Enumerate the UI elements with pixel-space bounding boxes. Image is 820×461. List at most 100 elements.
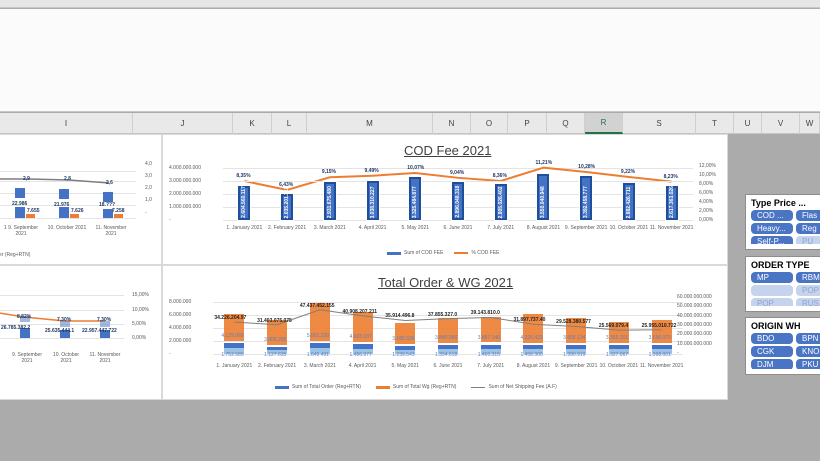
total-order-bar[interactable]	[224, 342, 245, 348]
category-label: 5. May 2021	[391, 363, 420, 369]
cod-fee-chart[interactable]: COD Fee 2021 4.000.000.000 3.000.000.000 2…	[162, 134, 728, 265]
cod-fee-bar[interactable]	[493, 182, 508, 221]
net-shipping-label: 47.437.452.155	[299, 302, 335, 309]
category-label: 7. July 2021	[477, 363, 505, 369]
worksheet-canvas[interactable]: 2,9 2,8 2,6 22.986 7.655 21.976 7.626 18…	[0, 134, 728, 400]
slicer-type-price[interactable]: Type Price ... COD ... Flas Heavy... Reg Sel…	[745, 194, 820, 250]
slicer-item[interactable]: Self-P...	[751, 236, 793, 244]
net-shipping-label: 40.908.207.211	[342, 308, 378, 315]
legend-swatch-total-wg	[375, 385, 390, 389]
slicer-item[interactable]: Heavy...	[751, 223, 793, 234]
cod-fee-bar[interactable]	[621, 181, 636, 221]
total-order-bar[interactable]	[309, 343, 330, 349]
column-header-s[interactable]: S	[623, 113, 696, 134]
cod-fee-bar[interactable]	[280, 192, 295, 222]
left-bottom-chart[interactable]: 8,82% 7,30% 7,30% 26.785.382.2 25.635.44…	[0, 265, 162, 400]
slicer-item[interactable]: PU	[796, 236, 820, 244]
total-order-bar[interactable]	[566, 344, 587, 350]
cod-fee-bar[interactable]	[536, 172, 551, 221]
category-label: 11. November 2021	[639, 363, 684, 369]
cod-fee-bar[interactable]	[579, 174, 594, 221]
right-axis-tick: 30.000.000.000	[677, 322, 712, 328]
left-axis-tick: 1.000.000.000	[169, 204, 201, 210]
column-header-t[interactable]: T	[696, 113, 734, 134]
total-order-bar[interactable]	[523, 344, 544, 349]
column-header-l[interactable]: L	[272, 113, 307, 134]
column-header-u[interactable]: U	[734, 113, 762, 134]
column-header-n[interactable]: N	[433, 113, 471, 134]
slicer-item[interactable]: RBM	[796, 272, 820, 283]
total-order-bar[interactable]	[651, 344, 672, 349]
total-order-wg-chart[interactable]: Total Order & WG 2021 8.000.000 6.000.000…	[162, 265, 728, 400]
legend-swatch-cod-fee	[387, 251, 401, 255]
cod-fee-bar[interactable]	[664, 184, 679, 221]
total-order-label: 1.127.635	[264, 352, 287, 358]
sheet-gray-area-bottom	[0, 400, 820, 461]
column-header-i[interactable]: I	[0, 113, 133, 134]
column-header-j[interactable]: J	[133, 113, 233, 134]
slicer-item[interactable]	[751, 285, 793, 296]
total-order-bar-bg	[309, 343, 330, 354]
cod-fee-bar[interactable]	[237, 185, 252, 221]
slicer-item[interactable]: COD ...	[751, 210, 793, 221]
total-order-bar[interactable]	[608, 345, 629, 350]
category-label: 9. September 2021	[564, 225, 608, 231]
total-order-label: 1.239.543	[392, 352, 415, 358]
column-header-m[interactable]: M	[307, 113, 433, 134]
slicer-item[interactable]: CGK	[751, 346, 793, 357]
column-header-v[interactable]: V	[762, 113, 800, 134]
ribbon-area	[0, 9, 820, 112]
total-order-label: 1.486.977	[349, 352, 372, 358]
column-header-q[interactable]: Q	[547, 113, 585, 134]
total-order-bar[interactable]	[480, 344, 501, 349]
left-top-chart[interactable]: 2,9 2,8 2,6 22.986 7.655 21.976 7.626 18…	[0, 134, 162, 265]
slicer-item[interactable]: MP	[751, 272, 793, 283]
pct-cod-label: 10,28%	[578, 164, 596, 171]
pct-cod-label: 8,36%	[492, 172, 507, 179]
column-header-k[interactable]: K	[233, 113, 272, 134]
column-header-r[interactable]: R	[585, 113, 623, 134]
cod-fee-bar[interactable]	[322, 180, 337, 221]
left-axis-tick: 4.000.000.000	[169, 165, 201, 171]
slicer-item[interactable]: DJM	[751, 359, 793, 369]
total-order-label: 1.752.585	[221, 352, 244, 358]
right-axis-tick: 0,00%	[699, 217, 714, 223]
pct-cod-label: 9,22%	[620, 168, 636, 175]
total-order-label: 1.398.001	[648, 352, 671, 358]
slicer-item[interactable]: POP	[796, 285, 820, 296]
right-axis-tick: 12,00%	[699, 163, 716, 169]
cod-fee-bar-label: 2.617.363.026	[668, 186, 675, 218]
slicer-item[interactable]: BDO	[751, 333, 793, 344]
slicer-origin-wh[interactable]: ORIGIN WH BDO BPN CGK KNO DJM PKU	[745, 317, 820, 375]
column-header-o[interactable]: O	[471, 113, 508, 134]
pct-cod-label: 9,49%	[364, 167, 379, 174]
total-wg-label: 3.596.075	[648, 334, 671, 341]
slicer-item[interactable]: PKU	[796, 359, 820, 369]
legend-swatch-total-order	[275, 385, 289, 389]
net-shipping-label: 37.855.327.0	[428, 311, 458, 318]
total-order-bar[interactable]	[352, 344, 373, 349]
column-header-p[interactable]: P	[508, 113, 547, 134]
total-order-bar[interactable]	[395, 345, 416, 350]
pct-cod-label: 10,07%	[407, 165, 425, 171]
slicer-item[interactable]: POP	[751, 298, 793, 306]
category-label: 3. March 2021	[313, 225, 346, 231]
total-order-bar[interactable]	[267, 346, 288, 350]
slicer-item[interactable]: RUS	[796, 298, 820, 306]
column-header-w[interactable]: W	[800, 113, 820, 134]
slicer-item[interactable]: BPN	[796, 333, 820, 344]
cod-fee-bar[interactable]	[408, 175, 423, 221]
slicer-order-type[interactable]: ORDER TYPE MP RBM POP POP RUS	[745, 256, 820, 312]
cod-fee-bar-label: 3.038.310.227	[369, 186, 376, 218]
net-shipping-label: 25.569.079.4	[598, 323, 629, 330]
total-order-bar-bg	[224, 342, 245, 354]
cod-fee-bar[interactable]	[365, 179, 380, 221]
slicer-item[interactable]: Reg	[796, 223, 820, 234]
slicer-item[interactable]: KNO	[796, 346, 820, 357]
pct-line	[0, 312, 105, 322]
cod-legend: Sum of COD FEE % COD FEE	[387, 250, 500, 256]
cod-fee-bar[interactable]	[451, 181, 465, 221]
cod-fee-bar-label: 3.550.040.948	[540, 186, 547, 218]
slicer-item[interactable]: Flas	[796, 210, 820, 221]
total-order-bar[interactable]	[438, 345, 458, 350]
